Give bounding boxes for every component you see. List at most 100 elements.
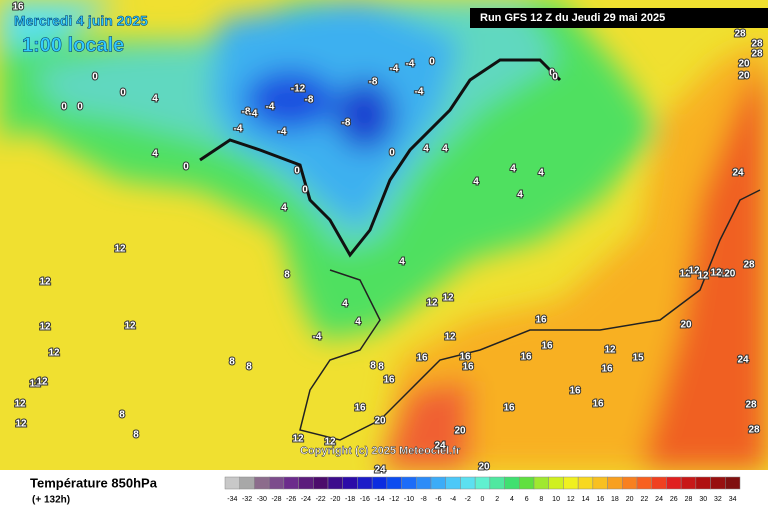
contour-label: 8	[229, 357, 235, 368]
contour-label: 12	[114, 244, 126, 255]
legend-tick-label: -20	[330, 496, 340, 503]
legend-tick-label: -10	[404, 496, 414, 503]
footer-lead: (+ 132h)	[32, 495, 70, 506]
contour-label: 0	[120, 88, 126, 99]
contour-label: 0	[77, 102, 83, 113]
contour-label: 12	[124, 321, 136, 332]
contour-label: -8	[369, 77, 378, 88]
contour-label: 12	[324, 437, 336, 448]
contour-label: 24	[434, 441, 446, 452]
legend-swatch	[357, 476, 373, 490]
footer-title: Température 850hPa	[30, 475, 158, 490]
legend-tick-label: 26	[670, 496, 678, 503]
contour-label: 28	[751, 39, 763, 50]
legend-swatch	[254, 476, 270, 490]
contour-label: 16	[592, 399, 604, 410]
legend-tick-label: 16	[596, 496, 604, 503]
contour-label: 4	[442, 144, 448, 155]
contour-label: 12	[29, 379, 41, 390]
contour-label: 24	[374, 465, 386, 476]
legend-swatch	[430, 476, 446, 490]
contour-label: 20	[478, 462, 490, 473]
date: Mercredi 4 juin 2025	[14, 13, 148, 29]
contour-label: -4	[278, 127, 287, 138]
contour-label: 12	[48, 348, 60, 359]
contour-label: 0	[294, 166, 300, 177]
legend-swatch	[548, 476, 564, 490]
contour-label: 16	[354, 403, 366, 414]
contour-label: 4	[473, 177, 479, 188]
contour-label: 16	[601, 364, 613, 375]
legend-swatch	[445, 476, 461, 490]
contour-label: 28	[751, 49, 763, 60]
contour-label: 4	[152, 149, 158, 160]
legend-tick-label: 28	[685, 496, 693, 503]
legend-swatch	[474, 476, 491, 490]
legend-swatch	[371, 476, 388, 490]
contour-label: 12	[292, 434, 304, 445]
contour-label: 4	[517, 190, 523, 201]
legend-swatch	[342, 476, 358, 490]
contour-label: 4	[399, 257, 405, 268]
copyright: Copyright (c) 2025 Meteociel.fr	[300, 445, 461, 457]
contour-label: 20	[374, 416, 386, 427]
contour-label: 16	[383, 375, 395, 386]
contour-label: -8	[242, 107, 251, 118]
legend-tick-label: 18	[611, 496, 619, 503]
contour-label: 20	[738, 71, 750, 82]
contour-label: 20	[680, 320, 692, 331]
contour-label: 16	[520, 352, 532, 363]
contour-label: 12	[39, 322, 51, 333]
legend-tick-label: 30	[699, 496, 707, 503]
legend-swatch	[695, 476, 711, 490]
contour-label: 16	[503, 403, 515, 414]
legend-tick-label: 20	[626, 496, 634, 503]
legend-tick-label: 6	[525, 496, 529, 503]
legend-tick-label: -12	[389, 496, 399, 503]
contour-label: 12	[679, 269, 691, 280]
contour-label: 0	[92, 72, 98, 83]
legend-tick-label: 0	[481, 496, 485, 503]
contour-label: 12	[426, 298, 438, 309]
legend-swatch	[651, 476, 667, 490]
contour-label: 4	[342, 299, 348, 310]
contour-label: 16	[569, 386, 581, 397]
legend-swatch	[268, 476, 285, 490]
time: 1:00 locale	[22, 34, 124, 56]
contour-label: 8	[370, 361, 376, 372]
legend-tick-label: -2	[465, 496, 471, 503]
legend-swatch	[239, 476, 255, 490]
contour-label: 0	[302, 185, 308, 196]
contour-label: 12	[688, 266, 700, 277]
legend-swatch	[607, 476, 623, 490]
contour-label: -4	[390, 64, 399, 75]
contour-label: 8	[133, 430, 139, 441]
contour-label: 4	[281, 203, 287, 214]
legend-tick-label: -22	[316, 496, 326, 503]
run-info: Run GFS 12 Z du Jeudi 29 mai 2025	[480, 12, 665, 24]
legend-tick-label: -4	[450, 496, 456, 503]
legend-swatch	[710, 476, 726, 490]
contour-label: 12	[604, 345, 616, 356]
legend-tick-label: 14	[582, 496, 590, 503]
contour-label: -4	[406, 59, 415, 70]
legend-swatch	[533, 476, 549, 490]
contour-label: 4	[423, 144, 429, 155]
contour-label: -4	[415, 87, 424, 98]
legend-swatch	[386, 476, 402, 490]
contour-label: 28	[748, 425, 760, 436]
legend-tick-label: -28	[271, 496, 281, 503]
temperature-field	[0, 0, 768, 470]
legend-swatch	[489, 476, 505, 490]
contour-label: 24	[732, 168, 744, 179]
coastline	[199, 58, 562, 258]
contour-label: 8	[119, 410, 125, 421]
legend-tick-label: -24	[301, 496, 311, 503]
contour-label: 0	[183, 162, 189, 173]
legend-tick-label: 32	[714, 496, 722, 503]
legend-swatch	[519, 476, 535, 490]
legend-swatch	[504, 476, 520, 490]
contour-label: -4	[234, 124, 243, 135]
contour-label: 16	[459, 352, 471, 363]
contour-label: 16	[535, 315, 547, 326]
